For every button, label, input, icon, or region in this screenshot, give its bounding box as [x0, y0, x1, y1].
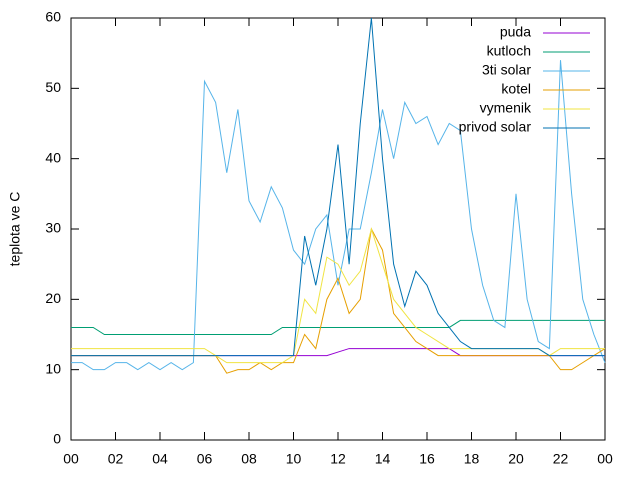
x-tick-label: 02 [108, 451, 124, 467]
legend-label: 3ti solar [482, 62, 531, 78]
y-tick-label: 10 [45, 360, 61, 376]
x-tick-label: 00 [63, 451, 79, 467]
x-tick-label: 16 [419, 451, 435, 467]
x-tick-label: 20 [508, 451, 524, 467]
legend-label: privod solar [459, 119, 532, 135]
x-tick-label: 22 [553, 451, 569, 467]
y-tick-label: 40 [45, 149, 61, 165]
x-tick-label: 06 [197, 451, 213, 467]
series-line [71, 227, 606, 374]
x-tick-label: 04 [152, 451, 168, 467]
series-line [71, 227, 605, 364]
y-axis-label: teplota ve C [7, 192, 23, 267]
legend-label: vymenik [480, 100, 532, 116]
series-line [71, 319, 605, 335]
y-tick-label: 30 [45, 220, 61, 236]
series-line [71, 348, 605, 357]
x-tick-label: 18 [464, 451, 480, 467]
legend-label: puda [500, 24, 531, 40]
y-tick-label: 20 [45, 290, 61, 306]
x-tick-label: 08 [241, 451, 257, 467]
legend-label: kutloch [487, 43, 531, 59]
y-tick-label: 50 [45, 79, 61, 95]
series-line [71, 17, 605, 357]
x-tick-label: 12 [330, 451, 346, 467]
legend-label: kotel [501, 81, 531, 97]
y-tick-label: 0 [53, 431, 61, 447]
series-line [71, 60, 606, 371]
x-tick-label: 14 [375, 451, 391, 467]
x-tick-label: 10 [286, 451, 302, 467]
x-tick-label: 00 [597, 451, 613, 467]
y-tick-label: 60 [45, 9, 61, 25]
